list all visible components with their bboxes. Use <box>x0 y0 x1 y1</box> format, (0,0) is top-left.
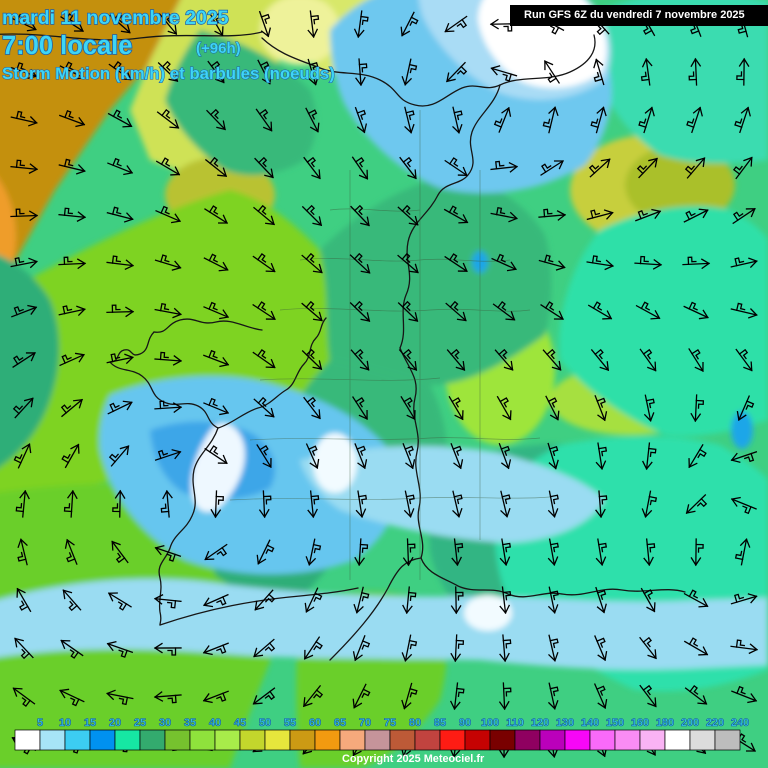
svg-text:75: 75 <box>384 717 396 729</box>
svg-text:130: 130 <box>556 717 574 729</box>
svg-text:25: 25 <box>134 717 146 729</box>
svg-text:60: 60 <box>309 717 321 729</box>
svg-text:160: 160 <box>631 717 649 729</box>
svg-text:40: 40 <box>209 717 221 729</box>
svg-text:15: 15 <box>84 717 96 729</box>
svg-text:20: 20 <box>109 717 121 729</box>
svg-text:55: 55 <box>284 717 296 729</box>
svg-text:240: 240 <box>731 717 749 729</box>
svg-text:180: 180 <box>656 717 674 729</box>
svg-text:100: 100 <box>481 717 499 729</box>
svg-text:150: 150 <box>606 717 624 729</box>
svg-text:45: 45 <box>234 717 246 729</box>
svg-text:200: 200 <box>681 717 699 729</box>
svg-text:90: 90 <box>459 717 471 729</box>
svg-text:5: 5 <box>37 717 43 729</box>
svg-text:80: 80 <box>409 717 421 729</box>
svg-text:30: 30 <box>159 717 171 729</box>
svg-text:10: 10 <box>59 717 71 729</box>
svg-text:120: 120 <box>531 717 549 729</box>
svg-text:35: 35 <box>184 717 196 729</box>
svg-text:220: 220 <box>706 717 724 729</box>
svg-text:140: 140 <box>581 717 599 729</box>
svg-text:70: 70 <box>359 717 371 729</box>
svg-text:110: 110 <box>506 717 524 729</box>
svg-text:65: 65 <box>334 717 346 729</box>
svg-text:50: 50 <box>259 717 271 729</box>
svg-text:85: 85 <box>434 717 446 729</box>
